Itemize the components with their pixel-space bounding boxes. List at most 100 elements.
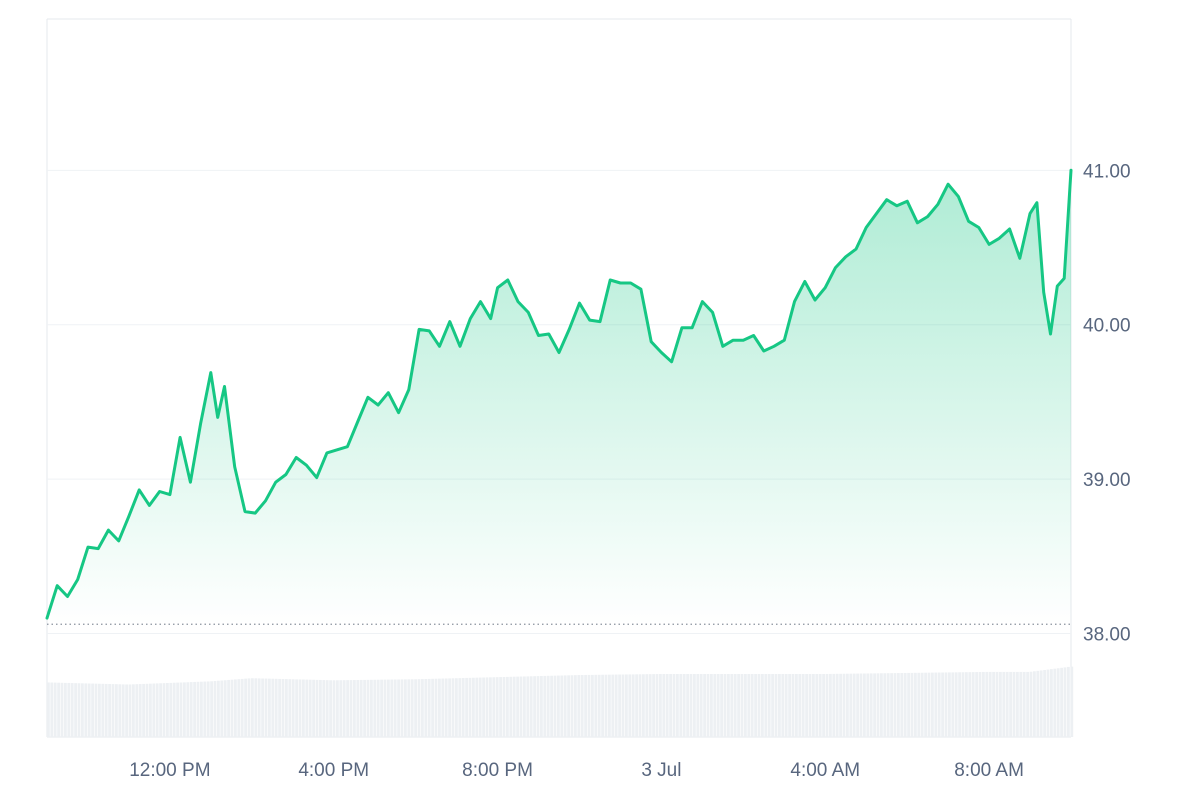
volume-bar [305,679,309,737]
volume-bar [567,675,570,737]
volume-bar [526,676,530,737]
volume-bar [390,679,394,737]
volume-bar [169,682,173,737]
volume-bar [1070,666,1074,737]
volume-bar [648,674,652,737]
volume-bar [421,679,424,737]
volume-bar [132,684,135,737]
volume-bar [886,673,890,737]
volume-bar [978,672,982,737]
volume-bar [713,674,717,737]
volume-bar [795,674,798,737]
volume-bar [676,674,679,737]
volume-bar [975,672,978,737]
volume-bar [570,675,574,737]
volume-bar [880,673,883,737]
volume-bar [631,674,635,737]
volume-bar [271,678,275,737]
volume-bar [295,679,298,737]
volume-bar [288,679,292,737]
volume-bar [1002,671,1006,737]
volume-bar [1005,671,1009,737]
volume-bar [506,676,509,737]
volume-bar [699,674,703,737]
volume-bar [431,678,434,737]
volume-bar [336,680,339,737]
volume-bar [985,671,989,737]
volume-bar [750,674,754,737]
volume-bar [441,678,445,737]
volume-bar [387,679,390,737]
volume-bar [931,672,934,737]
volume-bar [47,682,50,737]
volume-bar [781,674,785,737]
volume-bar [64,682,67,737]
volume-bar [220,680,224,737]
volume-bar [319,679,322,737]
volume-bar [523,676,526,737]
volume-bar [356,679,360,737]
volume-bar [363,679,366,737]
volume-bar [359,679,363,737]
y-tick-label: 41.00 [1083,161,1131,182]
volume-bar [370,679,373,737]
volume-bar [285,679,288,737]
volume-bar [448,678,451,737]
volume-bar [608,674,611,737]
volume-bar [261,678,264,737]
volume-bar [1050,669,1053,737]
volume-bar [84,683,88,737]
volume-bar [730,674,734,737]
volume-bar [373,679,377,737]
volume-bar [135,684,139,737]
x-tick-label: 4:00 PM [298,760,369,781]
volume-bar [74,683,77,737]
volume-bar [689,674,693,737]
volume-bar [543,675,547,737]
volume-bar [920,672,924,737]
volume-bar [740,674,744,737]
volume-bar [274,678,278,737]
volume-bar [308,679,312,737]
volume-bar [325,680,329,737]
volume-bar [849,673,853,737]
volume-bar [992,671,995,737]
price-line[interactable] [45,168,1073,620]
volume-bar [686,674,689,737]
volume-bar [560,675,564,737]
y-axis-labels: 38.00 39.00 40.00 41.00 [1083,161,1131,645]
volume-bar [642,674,645,737]
volume-bar [669,674,672,737]
volume-bar [60,682,64,737]
volume-bar [444,678,448,737]
volume-bar [999,671,1002,737]
volume-bar [495,677,499,737]
volume-bar [206,681,210,737]
volume-bar [614,674,618,737]
volume-bar [954,672,958,737]
volume-bar [788,674,791,737]
price-series-line[interactable] [45,168,1073,620]
volume-bar [87,683,91,737]
volume-bar [659,674,662,737]
volume-bar [737,674,740,737]
volume-bar [863,673,866,737]
volume-bar [257,678,261,737]
volume-bar [291,679,295,737]
volume-bar [706,674,710,737]
volume-bar [203,681,207,737]
volume-bar [213,681,217,737]
volume-bar [407,679,411,737]
volume-bar [553,675,557,737]
volume-bar [591,674,594,737]
volume-bar [869,673,873,737]
volume-bar [846,673,849,737]
volume-bar [94,683,98,737]
volume-bar [346,680,349,737]
volume-bar [958,672,961,737]
volume-bar [451,678,455,737]
volume-bar [50,682,54,737]
volume-bar [951,672,955,737]
